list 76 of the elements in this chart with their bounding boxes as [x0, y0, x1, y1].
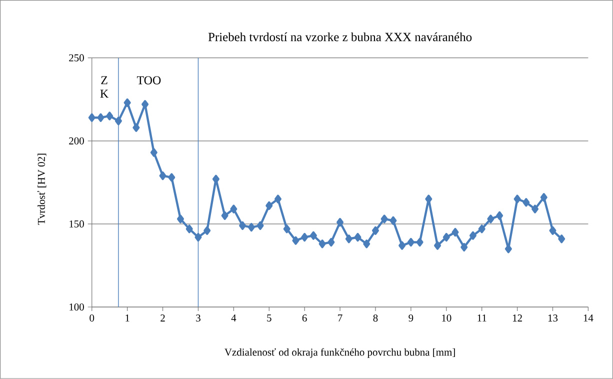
y-tick-label: 100 [70, 304, 84, 311]
point [416, 238, 424, 247]
point [301, 233, 308, 242]
x-tick-label: 3 [196, 314, 200, 322]
point [514, 194, 521, 204]
point [292, 236, 300, 245]
y-axis-title: Tvrdosť [HV 02] [37, 154, 46, 225]
chart-title: Priebeh tvrdostí na vzorke z bubna XXX naváraného [208, 32, 472, 42]
point [407, 238, 414, 247]
point [452, 228, 459, 237]
point [345, 234, 352, 244]
y-tick-label: 250 [69, 54, 84, 62]
point [363, 240, 370, 248]
point [204, 226, 211, 235]
point [434, 241, 442, 250]
point [487, 214, 494, 224]
y-tick-label: 200 [69, 137, 84, 145]
x-tick-label: 6 [302, 314, 307, 322]
point [142, 100, 149, 109]
point [221, 211, 228, 220]
point [496, 211, 504, 220]
x-tick-label: 9 [408, 314, 414, 322]
point [159, 172, 166, 180]
point [248, 223, 255, 232]
x-axis-title: Vzdialenosť od okraja funkčného povrchu bubna [mm] [224, 348, 455, 358]
point [540, 193, 548, 202]
point [283, 224, 290, 234]
point [176, 214, 184, 224]
x-tick-label: 13 [548, 314, 558, 322]
point [106, 112, 114, 120]
point [274, 194, 282, 204]
point [124, 98, 131, 108]
point [380, 214, 388, 224]
point [336, 218, 344, 227]
point [150, 148, 158, 157]
annotation: Z K [100, 76, 108, 98]
point [168, 173, 176, 182]
point [354, 233, 362, 242]
point [372, 226, 379, 235]
point [239, 221, 246, 230]
point [88, 113, 96, 122]
point [186, 224, 193, 234]
point [212, 174, 220, 184]
x-tick-label: 8 [373, 314, 378, 322]
point [532, 204, 539, 214]
point [558, 234, 566, 244]
point [328, 238, 335, 247]
point [390, 216, 397, 225]
x-tick-label: 12 [512, 314, 522, 322]
x-tick-label: 4 [231, 314, 236, 322]
point [469, 231, 476, 240]
x-tick-label: 0 [90, 314, 94, 322]
x-tick-label: 14 [584, 314, 594, 322]
annotation: TOO [136, 76, 161, 84]
x-tick-label: 11 [478, 314, 486, 322]
point [398, 241, 406, 250]
point [256, 221, 264, 230]
x-tick-label: 2 [160, 314, 165, 322]
point [266, 201, 273, 210]
y-tick-label: 150 [70, 220, 84, 228]
point [442, 233, 450, 242]
point [460, 242, 468, 252]
point [310, 231, 317, 240]
point [318, 240, 326, 248]
point [97, 113, 104, 122]
point [478, 224, 486, 234]
point [114, 116, 122, 126]
x-tick-label: 5 [267, 314, 272, 322]
point [549, 226, 556, 235]
point [194, 233, 202, 242]
x-tick-label: 10 [442, 314, 452, 322]
point [230, 204, 238, 214]
x-tick-label: 1 [126, 314, 130, 322]
point [522, 198, 530, 207]
x-tick-label: 7 [338, 314, 342, 322]
point [132, 123, 140, 132]
